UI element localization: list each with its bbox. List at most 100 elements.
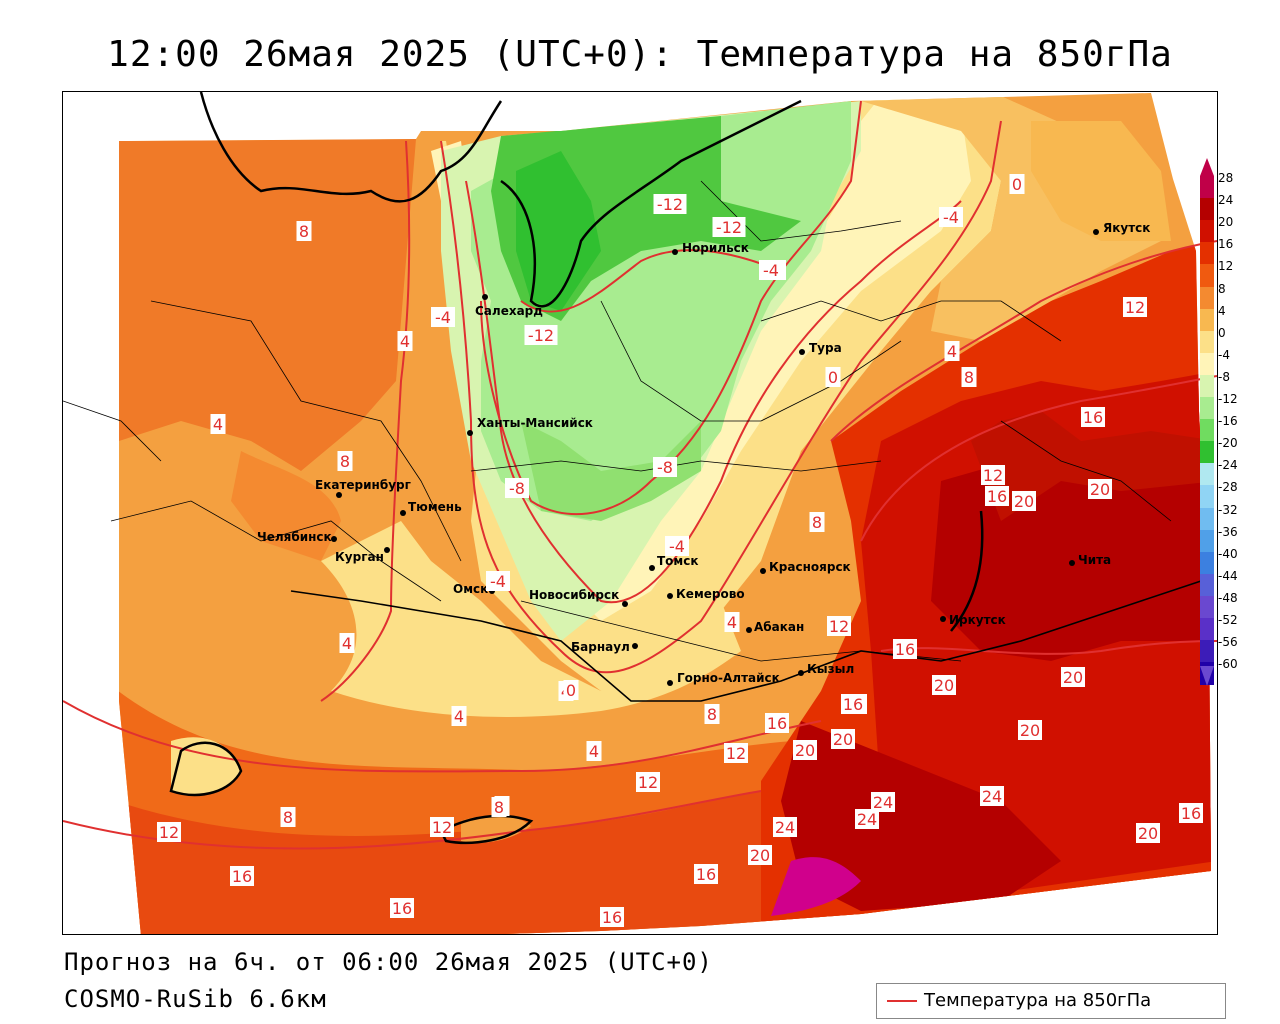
- isotherm-value: 16: [1181, 804, 1201, 823]
- svg-text:Иркутск: Иркутск: [949, 613, 1006, 627]
- city-tyumen: Тюмень: [400, 500, 462, 516]
- colorbar-tick-label: -24: [1218, 458, 1238, 473]
- colorbar-tick-label: -56: [1218, 635, 1238, 650]
- isotherm-value: 16: [987, 487, 1007, 506]
- isotherm-value: 20: [1138, 824, 1158, 843]
- isotherm-value: 0: [566, 681, 576, 700]
- isotherm-label: -12: [653, 194, 687, 214]
- city-gorno-altaysk: Горно-Алтайск: [667, 671, 780, 686]
- svg-text:Ханты-Мансийск: Ханты-Мансийск: [477, 416, 593, 430]
- isotherm-labels: 884-448441216168416161212-12-12-8-120-4-…: [157, 174, 1203, 927]
- city-tomsk: Томск: [649, 554, 699, 571]
- isotherm-label: -4: [939, 207, 963, 227]
- isotherm-value: 20: [833, 730, 853, 749]
- colorbar-tick-label: 8: [1218, 281, 1226, 296]
- city-yakutsk: Якутск: [1093, 221, 1150, 235]
- isotherm-value: -4: [943, 208, 959, 227]
- model-name: COSMO-RuSib 6.6км: [64, 985, 327, 1013]
- colorbar-segment: [1200, 176, 1214, 199]
- isotherm-label: 16: [765, 713, 789, 733]
- isotherm-value: 20: [1020, 721, 1040, 740]
- svg-text:Новосибирск: Новосибирск: [529, 588, 619, 602]
- svg-text:Барнаул: Барнаул: [571, 640, 630, 654]
- isotherm-value: 16: [843, 695, 863, 714]
- colorbar-segment: [1200, 463, 1214, 486]
- colorbar-segment: [1200, 264, 1214, 287]
- isotherm-label: 0: [563, 680, 579, 700]
- colorbar-segment: [1200, 595, 1214, 619]
- isotherm-value: 4: [947, 342, 957, 361]
- city-salekhard: Салехард: [475, 294, 543, 318]
- forecast-info: Прогноз на 6ч. от 06:00 26мая 2025 (UTC+…: [64, 948, 713, 976]
- colorbar-segment: [1200, 529, 1214, 553]
- colorbar-tick-label: -16: [1218, 414, 1238, 429]
- colorbar-tick-label: -60: [1218, 657, 1238, 672]
- city-kemerovo: Кемерово: [667, 587, 745, 601]
- isotherm-value: 12: [1125, 298, 1145, 317]
- colorbar-tick-label: -28: [1218, 480, 1238, 495]
- isotherm-value: 4: [589, 742, 599, 761]
- isotherm-value: 16: [602, 908, 622, 927]
- isotherm-value: -4: [435, 308, 451, 327]
- svg-text:Кызыл: Кызыл: [807, 662, 854, 676]
- svg-text:Тюмень: Тюмень: [408, 500, 462, 514]
- city-tura: Тура: [799, 341, 842, 355]
- isotherm-label: 8: [704, 704, 720, 724]
- colorbar-tick-label: -36: [1218, 524, 1238, 539]
- temperature-fill: [119, 93, 1211, 934]
- colorbar-segment: [1200, 198, 1214, 221]
- colorbar-segment: [1200, 242, 1214, 265]
- isotherm-label: 20: [831, 729, 855, 749]
- isotherm-label: 4: [210, 414, 226, 434]
- isotherm-value: 24: [857, 810, 877, 829]
- colorbar-tick-label: 0: [1218, 325, 1226, 340]
- colorbar-segment: [1200, 618, 1214, 641]
- svg-text:Омск: Омск: [453, 582, 488, 596]
- isotherm-label: 4: [339, 633, 355, 653]
- isotherm-value: -4: [669, 537, 685, 556]
- city-novosibirsk: Новосибирск: [529, 588, 628, 607]
- isotherm-value: -4: [763, 261, 779, 280]
- colorbar-tick-label: 4: [1218, 303, 1226, 318]
- isotherm-value: 8: [812, 513, 822, 532]
- isotherm-label: -8: [653, 457, 677, 477]
- isotherm-label: 4: [451, 706, 467, 726]
- svg-text:Салехард: Салехард: [475, 304, 543, 318]
- isotherm-label: 24: [871, 792, 895, 812]
- colorbar-segment: [1200, 640, 1214, 663]
- isotherm-value: 24: [982, 787, 1002, 806]
- isotherm-label: 20: [748, 845, 772, 865]
- isotherm-label: 8: [280, 807, 296, 827]
- isotherm-label: -12: [524, 325, 558, 345]
- isotherm-value: 4: [213, 415, 223, 434]
- isotherm-value: 16: [232, 867, 252, 886]
- isotherm-label: 20: [1018, 720, 1042, 740]
- legend: Температура на 850гПа: [876, 983, 1226, 1019]
- isotherm-label: 12: [724, 743, 748, 763]
- isotherm-label: 24: [980, 786, 1004, 806]
- colorbar-tick-label: 16: [1218, 237, 1234, 252]
- isotherm-value: -12: [528, 326, 554, 345]
- legend-line-swatch: [887, 1000, 917, 1002]
- isotherm-label: 20: [1088, 479, 1112, 499]
- isotherm-value: 0: [828, 368, 838, 387]
- isotherm-label: 16: [985, 486, 1009, 506]
- isotherm-label: 8: [491, 797, 507, 817]
- isotherm-value: 12: [432, 818, 452, 837]
- isotherm-value: -8: [657, 458, 673, 477]
- isotherm-label: 16: [841, 694, 865, 714]
- city-krasnoyarsk: Красноярск: [760, 560, 851, 574]
- colorbar-tick-label: -52: [1218, 613, 1238, 627]
- svg-text:Курган: Курган: [335, 550, 384, 564]
- isotherm-label: -8: [505, 478, 529, 498]
- colorbar-segment: [1200, 374, 1214, 398]
- isotherm-value: 12: [159, 823, 179, 842]
- isotherm-label: 24: [773, 817, 797, 837]
- isotherm-value: 8: [299, 222, 309, 241]
- city-markers: Якутск Норильск Салехард Тура Ханты-Манс…: [257, 221, 1150, 686]
- city-khanty-mansiysk: Ханты-Мансийск: [467, 416, 593, 436]
- colorbar-segment: [1200, 441, 1214, 464]
- isotherm-label: 16: [230, 866, 254, 886]
- isotherm-label: 16: [1179, 803, 1203, 823]
- isotherm-value: 20: [750, 846, 770, 865]
